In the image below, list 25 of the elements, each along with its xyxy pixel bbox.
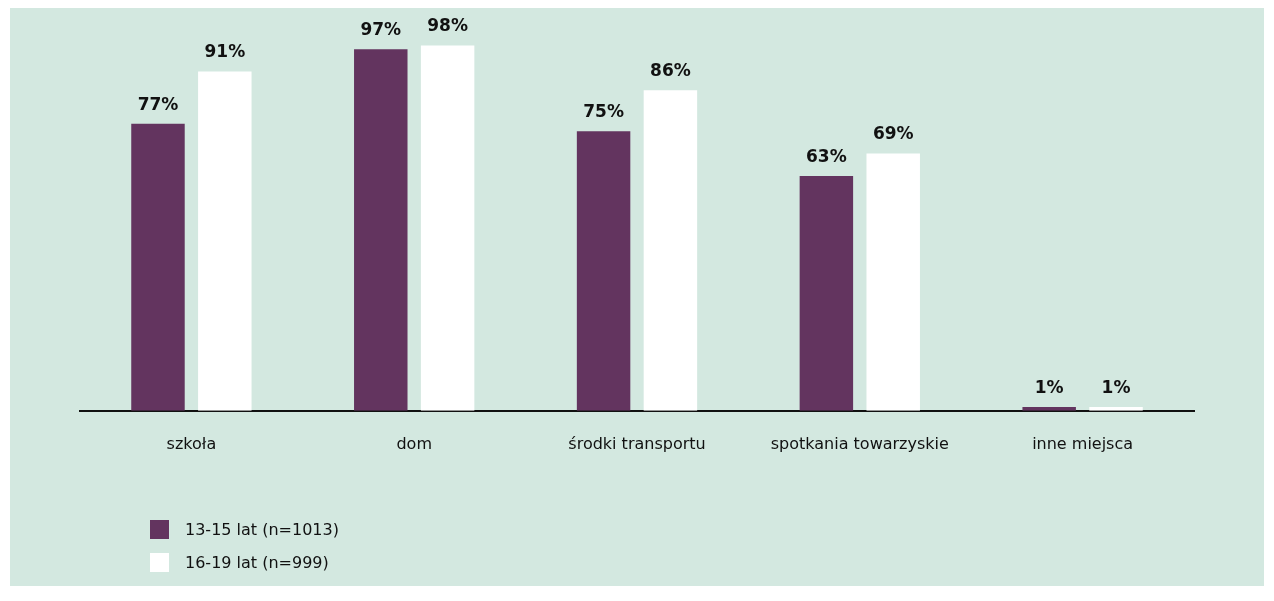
x-tick-label: szkoła [166, 433, 217, 453]
bar [420, 45, 475, 411]
data-label: 97% [360, 19, 402, 40]
bar [643, 90, 698, 411]
bar [576, 131, 631, 411]
data-label: 91% [204, 41, 246, 62]
x-tick-label: dom [396, 433, 432, 453]
bar [131, 123, 185, 411]
data-label: 1% [1101, 376, 1131, 397]
x-tick-label: środki transportu [568, 433, 706, 453]
bar [799, 175, 854, 411]
bar [198, 71, 252, 411]
x-tick-label: inne miejsca [1032, 433, 1134, 453]
data-label: 69% [872, 123, 914, 144]
data-label: 98% [427, 15, 468, 36]
data-label: 77% [137, 93, 179, 114]
data-label: 63% [806, 145, 847, 166]
data-label: 75% [583, 101, 624, 122]
bar [866, 153, 920, 411]
legend-label: 13-15 lat (n=1013) [185, 520, 339, 539]
bar [354, 49, 408, 411]
data-label: 86% [650, 60, 691, 81]
legend-label: 16-19 lat (n=999) [185, 553, 329, 572]
x-tick-label: spotkania towarzyskie [770, 433, 949, 453]
data-label: 1% [1034, 376, 1064, 397]
